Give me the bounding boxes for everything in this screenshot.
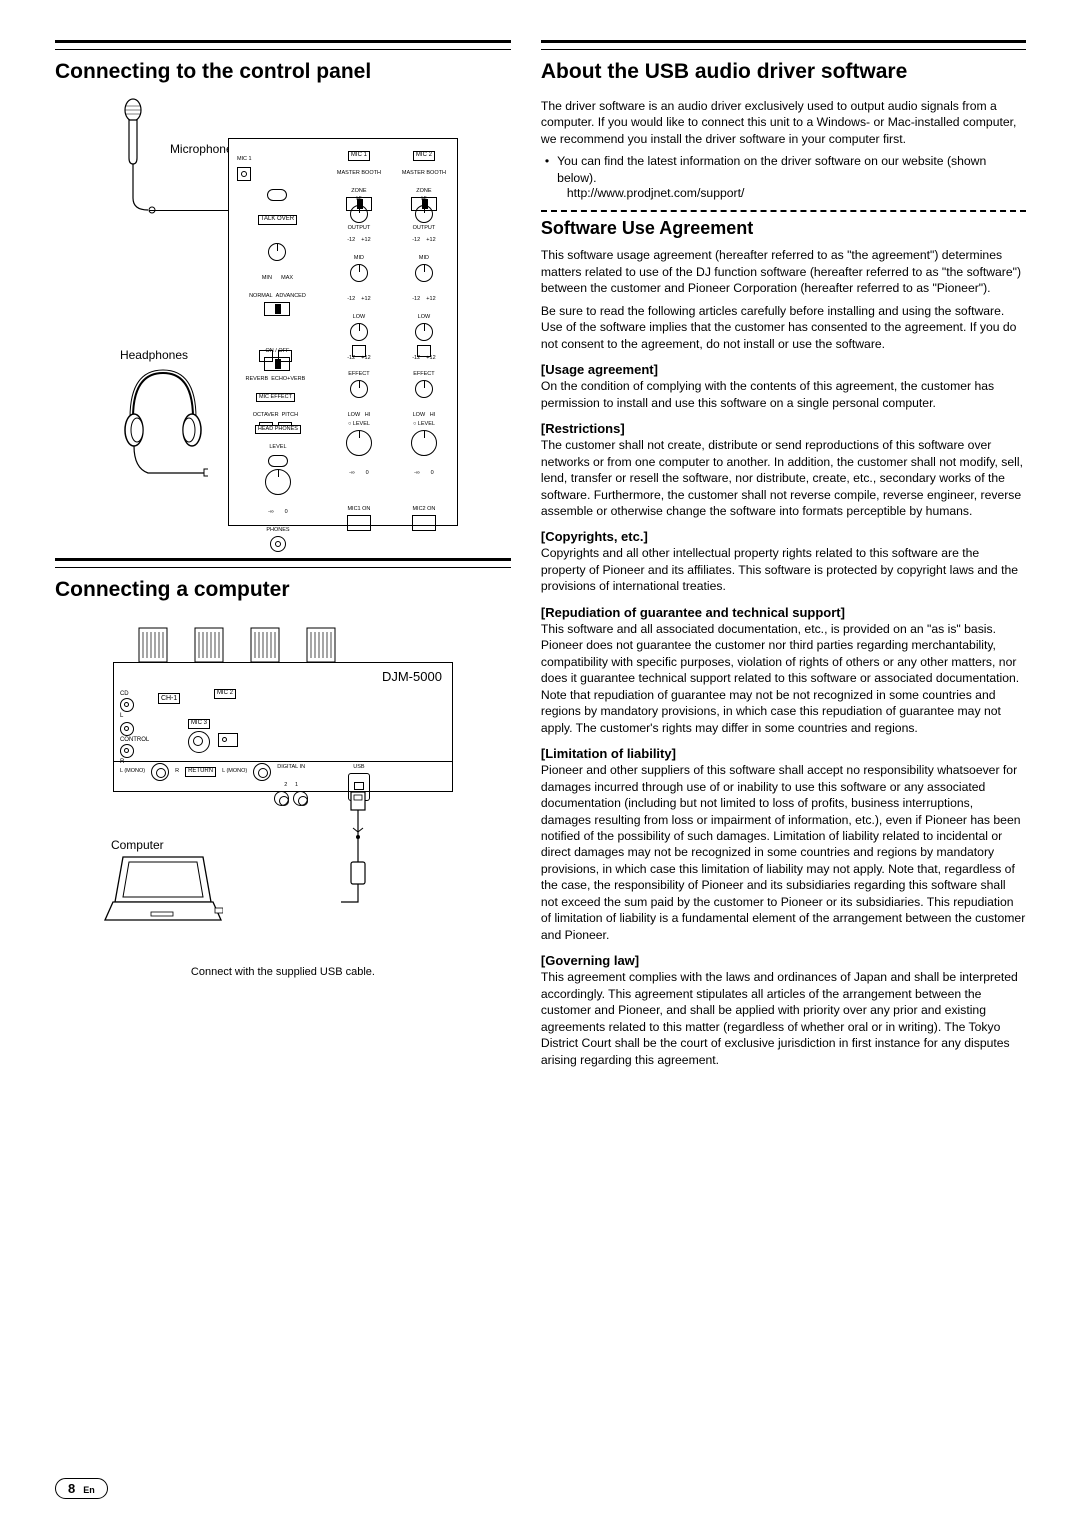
knob-icon	[350, 323, 368, 341]
restrictions-paragraph: The customer shall not create, distribut…	[541, 437, 1026, 519]
knob-icon	[415, 380, 433, 398]
button-icon	[352, 345, 366, 357]
ch1-label: CH-1	[158, 693, 180, 704]
button-icon	[347, 515, 371, 531]
mic3-jack	[188, 731, 210, 758]
knob-icon	[346, 430, 372, 456]
button-icon	[278, 350, 292, 362]
jack-icon	[293, 791, 308, 806]
page-number-badge: 8 En	[55, 1478, 108, 1499]
limitation-heading: [Limitation of liability]	[541, 746, 1026, 761]
usage-heading: [Usage agreement]	[541, 362, 1026, 377]
button-icon	[412, 515, 436, 531]
knob-icon	[411, 430, 437, 456]
headphones-controls: HEAD PHONES LEVEL -∞ 0 PHONES	[239, 417, 317, 557]
eq-mic1: HI -12 +12 MID -12 +12 LOW -12 +12	[329, 187, 389, 364]
copyrights-heading: [Copyrights, etc.]	[541, 529, 1026, 544]
button-icon	[259, 350, 273, 362]
page-lang: En	[83, 1485, 95, 1495]
diagram-control-panel: Microphone MIC 1 MIC 1 MASTER BOOTH ZONE	[108, 98, 458, 528]
led-icon	[268, 455, 288, 467]
bullet-website: • You can find the latest information on…	[545, 153, 1026, 186]
jack-icon	[120, 698, 134, 712]
switch-icon	[218, 733, 238, 747]
microphone-label: Microphone	[168, 142, 235, 156]
intro-paragraph: The driver software is an audio driver e…	[541, 98, 1026, 147]
microphone-icon	[108, 98, 158, 218]
laptop-icon	[103, 852, 223, 932]
rule-icon	[55, 49, 511, 50]
heading-software-agreement: Software Use Agreement	[541, 218, 1026, 239]
mic3-label: MIC 3	[188, 719, 210, 729]
mic1-input: MIC 1	[237, 147, 252, 181]
governing-paragraph: This agreement complies with the laws an…	[541, 969, 1026, 1068]
governing-heading: [Governing law]	[541, 953, 1026, 968]
computer-label: Computer	[109, 838, 166, 852]
page-content: Connecting to the control panel Micropho…	[55, 40, 1025, 1074]
diagram2-caption: Connect with the supplied USB cable.	[103, 966, 463, 978]
control-label: CONTROL R	[120, 721, 149, 765]
knob-icon	[350, 264, 368, 282]
right-column: About the USB audio driver software The …	[541, 40, 1026, 1074]
headphones-label: Headphones	[118, 348, 190, 362]
headphones-icon	[118, 358, 208, 508]
knob-icon	[265, 469, 291, 495]
usb-cable-icon	[341, 792, 381, 912]
rule-icon	[55, 558, 511, 561]
jack-icon	[274, 791, 289, 806]
dashed-rule-icon	[541, 210, 1026, 212]
repudiation-heading: [Repudiation of guarantee and technical …	[541, 605, 1026, 620]
heading-usb-driver: About the USB audio driver software	[541, 60, 1026, 84]
cable-line-icon	[149, 210, 229, 211]
jack-icon	[120, 722, 134, 736]
level-mic2: ○ LEVEL -∞ 0 MIC2 ON	[394, 412, 454, 536]
heading-connecting-computer: Connecting a computer	[55, 578, 511, 602]
eq-mic2: HI -12 +12 MID -12 +12 LOW -12 +12	[394, 187, 454, 364]
left-controls: TALK OVER MIN MAX NORMAL ADVANCED ON / O…	[235, 189, 320, 376]
jack-icon	[120, 744, 134, 758]
bullet-icon: •	[545, 153, 549, 186]
restrictions-heading: [Restrictions]	[541, 421, 1026, 436]
knob-icon	[415, 205, 433, 223]
page-number: 8	[68, 1481, 75, 1496]
repudiation-paragraph: This software and all associated documen…	[541, 621, 1026, 736]
effect2: EFFECT LOW HI	[394, 344, 454, 421]
limitation-paragraph: Pioneer and other suppliers of this soft…	[541, 762, 1026, 943]
knob-icon	[350, 205, 368, 223]
mixer-panel: MIC 1 MIC 1 MASTER BOOTH ZONE OUTPUT MIC…	[228, 138, 458, 526]
left-column: Connecting to the control panel Micropho…	[55, 40, 511, 1074]
knob-icon	[268, 243, 286, 261]
digital-in: DIGITAL IN 2 1	[274, 755, 308, 811]
knob-icon	[415, 264, 433, 282]
led-icon	[267, 189, 287, 201]
rule-icon	[541, 49, 1026, 50]
support-url: http://www.prodjnet.com/support/	[567, 186, 1026, 200]
button-icon	[417, 345, 431, 357]
effect1: EFFECT LOW HI	[329, 344, 389, 421]
heading-connecting-control-panel: Connecting to the control panel	[55, 60, 511, 84]
knob-icon	[350, 380, 368, 398]
bottom-row: L (MONO) R RETURN L (MONO)	[120, 763, 271, 781]
usage-paragraph: On the condition of complying with the c…	[541, 378, 1026, 411]
agreement-p2: Be sure to read the following articles c…	[541, 303, 1026, 352]
rule-icon	[55, 40, 511, 43]
jack-icon	[151, 763, 169, 781]
model-label: DJM-5000	[382, 669, 442, 684]
agreement-p1: This software usage agreement (hereafter…	[541, 247, 1026, 296]
rule-icon	[541, 40, 1026, 43]
mixer-rear-panel: DJM-5000 CD L CONTROL R CH-1 MIC 2 MIC 3	[113, 662, 453, 792]
rule-icon	[55, 567, 511, 568]
copyrights-paragraph: Copyrights and all other intellectual pr…	[541, 545, 1026, 594]
phones-jack-icon	[270, 536, 286, 552]
slider-icon	[264, 302, 290, 316]
jack-icon	[188, 731, 210, 753]
page-footer: 8 En	[55, 1478, 108, 1499]
faders-icon	[123, 624, 443, 664]
level-mic1: ○ LEVEL -∞ 0 MIC1 ON	[329, 412, 389, 536]
mic2-label: MIC 2	[214, 689, 236, 699]
diagram-computer: DJM-5000 CD L CONTROL R CH-1 MIC 2 MIC 3	[103, 622, 463, 972]
jack-icon	[253, 763, 271, 781]
cd-label: CD L	[120, 691, 134, 719]
knob-icon	[415, 323, 433, 341]
